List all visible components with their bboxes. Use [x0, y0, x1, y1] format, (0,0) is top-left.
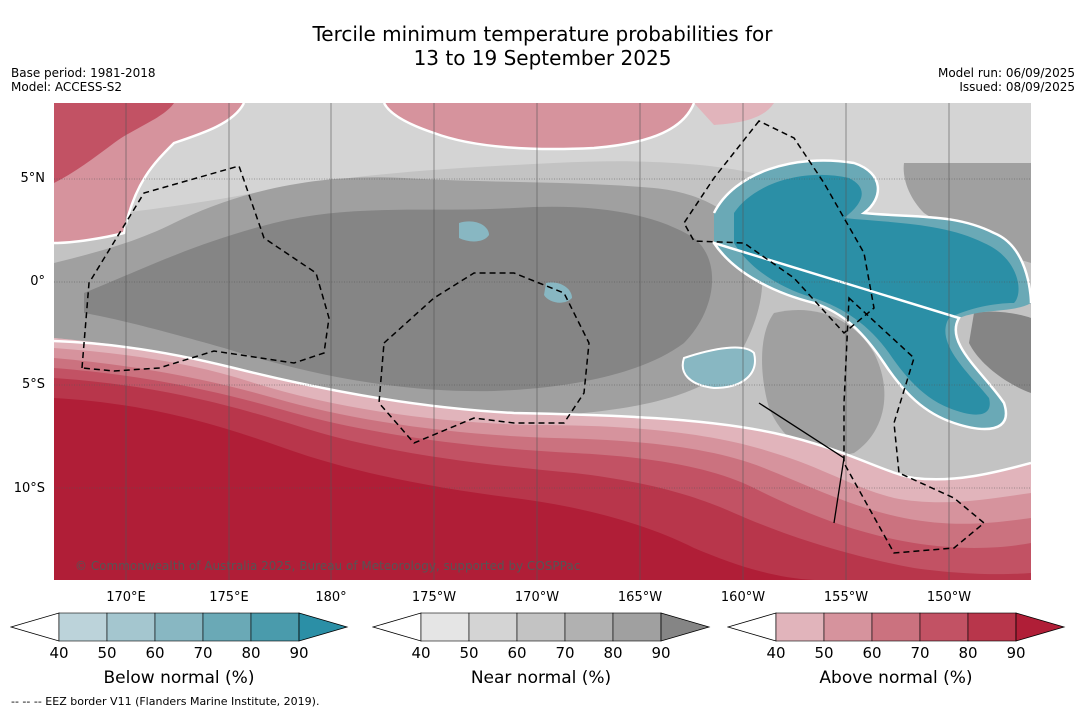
- cb-above-tick: 60: [862, 644, 882, 662]
- colorbar-segment: [58, 612, 108, 642]
- colorbar-segment: [202, 612, 252, 642]
- copyright-notice: © Commonwealth of Australia 2025, Bureau…: [75, 559, 581, 573]
- cb-above-tick: 50: [814, 644, 834, 662]
- lon-label-165w: 165°W: [617, 590, 663, 605]
- colorbar-max-extension: [298, 612, 349, 642]
- colorbar-segment: [871, 612, 921, 642]
- lon-label-170e: 170°E: [106, 590, 146, 605]
- colorbar-segment: [564, 612, 614, 642]
- colorbar-segment: [468, 612, 518, 642]
- probability-map[interactable]: [54, 103, 1031, 580]
- meta-left: Base period: 1981-2018 Model: ACCESS-S2: [11, 66, 156, 94]
- cb-near-tick: 60: [507, 644, 527, 662]
- colorbar-below-svg: [10, 612, 349, 642]
- issued-date: Issued: 08/09/2025: [959, 80, 1075, 94]
- meta-right: Model run: 06/09/2025 Issued: 08/09/2025: [938, 66, 1075, 94]
- cb-below-title: Below normal (%): [103, 668, 255, 688]
- colorbar-below: [10, 612, 350, 642]
- colorbar-segment: [250, 612, 300, 642]
- cb-near-title: Near normal (%): [470, 668, 612, 688]
- cb-near-tick: 80: [603, 644, 623, 662]
- colorbar-near-svg: [372, 612, 711, 642]
- lat-label-10s: 10°S: [13, 481, 45, 496]
- cb-near-tick: 90: [651, 644, 671, 662]
- base-period: Base period: 1981-2018: [11, 66, 156, 80]
- lat-label-0: 0°: [30, 274, 45, 289]
- cb-above-tick: 40: [766, 644, 786, 662]
- cb-below-tick: 60: [145, 644, 165, 662]
- colorbar-above: [727, 612, 1067, 642]
- colorbar-min-extension: [727, 612, 777, 642]
- lat-label-5s: 5°S: [21, 377, 45, 392]
- lat-label-5n: 5°N: [20, 171, 46, 186]
- lon-label-160w: 160°W: [720, 590, 766, 605]
- colorbar-segment: [106, 612, 156, 642]
- colorbar-segment: [775, 612, 825, 642]
- cb-below-tick: 40: [49, 644, 69, 662]
- lon-label-150w: 150°W: [926, 590, 972, 605]
- cb-near-tick: 50: [459, 644, 479, 662]
- colorbar-segment: [919, 612, 969, 642]
- lon-label-175w: 175°W: [411, 590, 457, 605]
- eez-footnote: -- -- -- EEZ border V11 (Flanders Marine…: [11, 695, 320, 708]
- colorbar-segment: [154, 612, 204, 642]
- map-title: Tercile minimum temperature probabilitie…: [0, 22, 1085, 70]
- lon-label-180: 180°: [315, 590, 347, 605]
- colorbar-segment: [420, 612, 470, 642]
- colorbar-above-svg: [727, 612, 1066, 642]
- model-name: Model: ACCESS-S2: [11, 80, 123, 94]
- cb-below-tick: 90: [289, 644, 309, 662]
- lon-label-175e: 175°E: [209, 590, 249, 605]
- cb-above-tick: 80: [958, 644, 978, 662]
- model-run: Model run: 06/09/2025: [937, 66, 1075, 80]
- cb-near-tick: 40: [411, 644, 431, 662]
- lon-label-170w: 170°W: [514, 590, 560, 605]
- colorbar-max-extension: [1015, 612, 1066, 642]
- colorbar-near: [372, 612, 712, 642]
- map-canvas: [54, 103, 1031, 580]
- colorbar-min-extension: [10, 612, 60, 642]
- map-title-line2: 13 to 19 September 2025: [413, 46, 672, 70]
- colorbar-segment: [612, 612, 662, 642]
- cb-below-tick: 70: [193, 644, 213, 662]
- colorbar-min-extension: [372, 612, 422, 642]
- colorbar-segment: [823, 612, 873, 642]
- map-title-line1: Tercile minimum temperature probabilitie…: [312, 22, 773, 46]
- cb-below-tick: 50: [97, 644, 117, 662]
- colorbar-max-extension: [660, 612, 711, 642]
- cb-above-tick: 70: [910, 644, 930, 662]
- cb-near-tick: 70: [555, 644, 575, 662]
- cb-below-tick: 80: [241, 644, 261, 662]
- colorbar-segment: [967, 612, 1017, 642]
- colorbar-segment: [516, 612, 566, 642]
- cb-above-tick: 90: [1006, 644, 1026, 662]
- cb-above-title: Above normal (%): [819, 668, 973, 688]
- lon-label-155w: 155°W: [823, 590, 869, 605]
